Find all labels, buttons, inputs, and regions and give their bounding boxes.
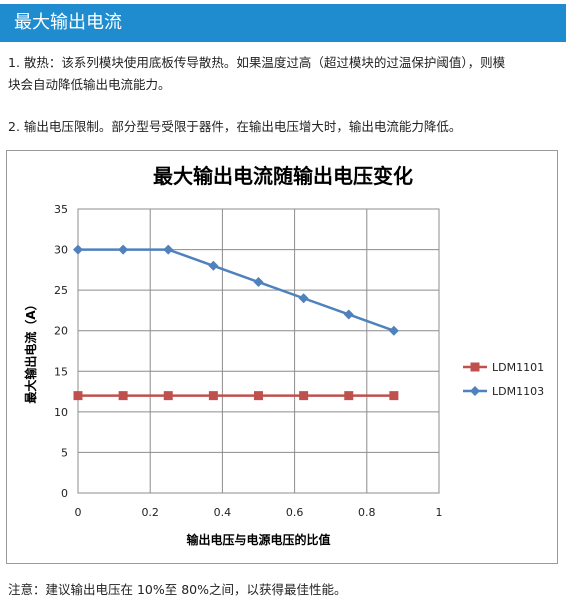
x-tick-label: 0.8: [358, 506, 376, 519]
y-axis-label: 最大输出电流（A）: [23, 298, 38, 403]
x-axis-label: 输出电压与电源电压的比值: [186, 532, 330, 547]
legend-label: LDM1101: [492, 361, 544, 374]
x-tick-label: 0.6: [286, 506, 304, 519]
series-line-ldm1103: [78, 248, 395, 332]
line-chart: 最大输出电流随输出电压变化 0 5 10 15 20 25 30 35 0 0.2 0.4 0.6 0.8…: [23, 164, 544, 547]
y-tick-label: 10: [54, 406, 68, 419]
data-point: [388, 325, 399, 336]
y-tick-label: 25: [54, 284, 68, 297]
note-text: 注意：建议输出电压在 10%至 80%之间，以获得最佳性能。: [8, 582, 347, 597]
paragraph-line: 1. 散热：该系列模块使用底板传导散热。如果温度过高（超过模块的过温保护阈值），…: [8, 55, 506, 70]
legend-label: LDM1103: [492, 385, 544, 398]
legend-marker: [470, 386, 480, 396]
x-tick-label: 0.2: [141, 506, 159, 519]
data-point: [118, 391, 128, 401]
paragraph-line: 块会自动降低输出电流能力。: [8, 77, 171, 92]
y-tick-label: 0: [61, 487, 68, 500]
data-point: [163, 391, 173, 401]
paragraph-heat-dissipation: 1. 散热：该系列模块使用底板传导散热。如果温度过高（超过模块的过温保护阈值），…: [8, 52, 560, 96]
data-point: [208, 391, 218, 401]
section-header: 最大输出电流: [0, 4, 566, 42]
data-point: [208, 260, 219, 271]
data-point: [299, 391, 309, 401]
data-point: [389, 391, 399, 401]
data-point: [343, 309, 354, 320]
x-tick-label: 0.4: [214, 506, 232, 519]
chart-title: 最大输出电流随输出电压变化: [153, 164, 413, 188]
x-tick-label: 0: [75, 506, 82, 519]
data-point: [73, 391, 83, 401]
y-tick-label: 15: [54, 365, 68, 378]
y-tick-label: 5: [61, 446, 68, 459]
data-point: [73, 244, 83, 255]
paragraph-voltage-limit: 2. 输出电压限制。部分型号受限于器件，在输出电压增大时，输出电流能力降低。: [8, 119, 462, 134]
y-tick-label: 35: [54, 203, 68, 216]
data-point: [344, 391, 354, 401]
section-title: 最大输出电流: [14, 12, 122, 33]
data-point: [254, 391, 263, 401]
plot-area-border: [77, 208, 440, 494]
data-point: [253, 277, 264, 288]
data-point: [163, 244, 174, 255]
data-point: [118, 244, 129, 255]
x-tick-label: 1: [436, 506, 443, 519]
chart-frame: 最大输出电流随输出电压变化 0 5 10 15 20 25 30 35 0 0.2 0.4 0.6 0.8…: [6, 150, 558, 564]
legend-marker: [470, 362, 480, 372]
data-point: [298, 293, 309, 304]
y-tick-label: 20: [54, 325, 68, 338]
y-tick-label: 30: [54, 244, 68, 257]
